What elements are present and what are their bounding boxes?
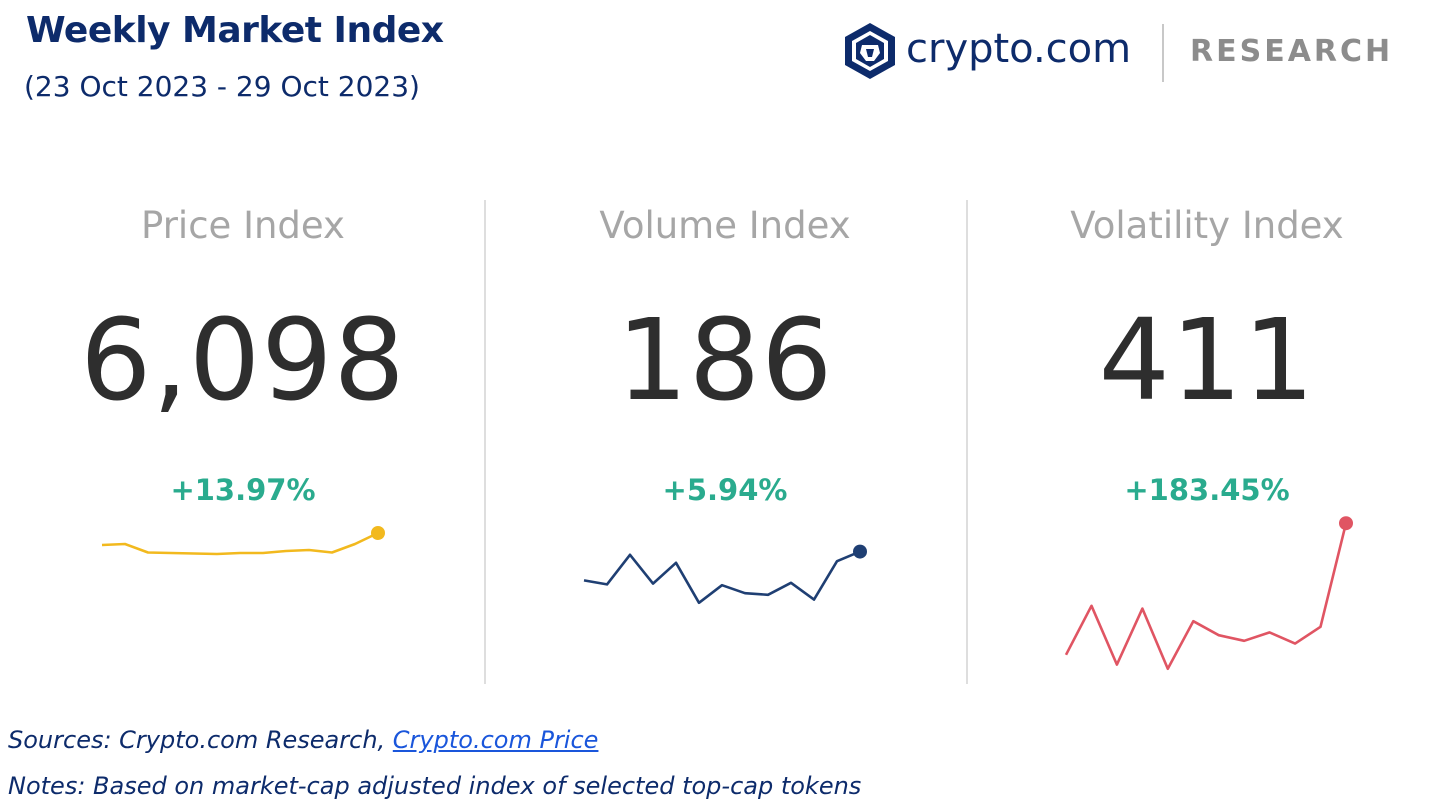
panel-divider [966,200,968,684]
change-percent: +183.45% [1124,473,1290,507]
brand-divider [1162,24,1164,82]
crypto-com-price-link[interactable]: Crypto.com Price [392,726,599,754]
panel-divider [484,200,486,684]
date-range: (23 Oct 2023 - 29 Oct 2023) [24,70,420,103]
volume-sparkline [583,544,867,605]
sparkline-series [1064,522,1348,671]
sparkline-series [583,550,861,605]
price-sparkline [101,526,385,556]
change-percent: +13.97% [170,473,316,507]
brand-tag: RESEARCH [1190,34,1394,69]
index-value: 411 [1098,296,1316,426]
chart-title: Volume Index [599,204,851,247]
chart-title: Price Index [141,204,345,247]
index-value: 186 [616,296,834,426]
price-index-panel: Price Index 6,098 +13.97% [2,196,484,686]
sparkline-end-marker [853,544,867,559]
sparkline-series [101,531,379,556]
sparkline-end-marker [1339,516,1353,531]
notes-text: Notes: Based on market-cap adjusted inde… [8,772,862,800]
brand-wordmark: crypto.com [906,26,1132,72]
crypto-com-lion-shield-icon [845,23,895,79]
volatility-sparkline [1064,516,1353,671]
page-title: Weekly Market Index [26,10,444,51]
change-percent: +5.94% [662,473,788,507]
index-value: 6,098 [80,296,406,426]
sources-text: Sources: Crypto.com Research, [8,726,393,754]
sparkline-end-marker [371,526,385,540]
chart-title: Volatility Index [1070,204,1344,247]
volume-index-panel: Volume Index 186 +5.94% [484,196,966,686]
sources-note: Sources: Crypto.com Research, Crypto.com… [8,726,598,754]
volatility-index-panel: Volatility Index 411 +183.45% [966,196,1448,686]
